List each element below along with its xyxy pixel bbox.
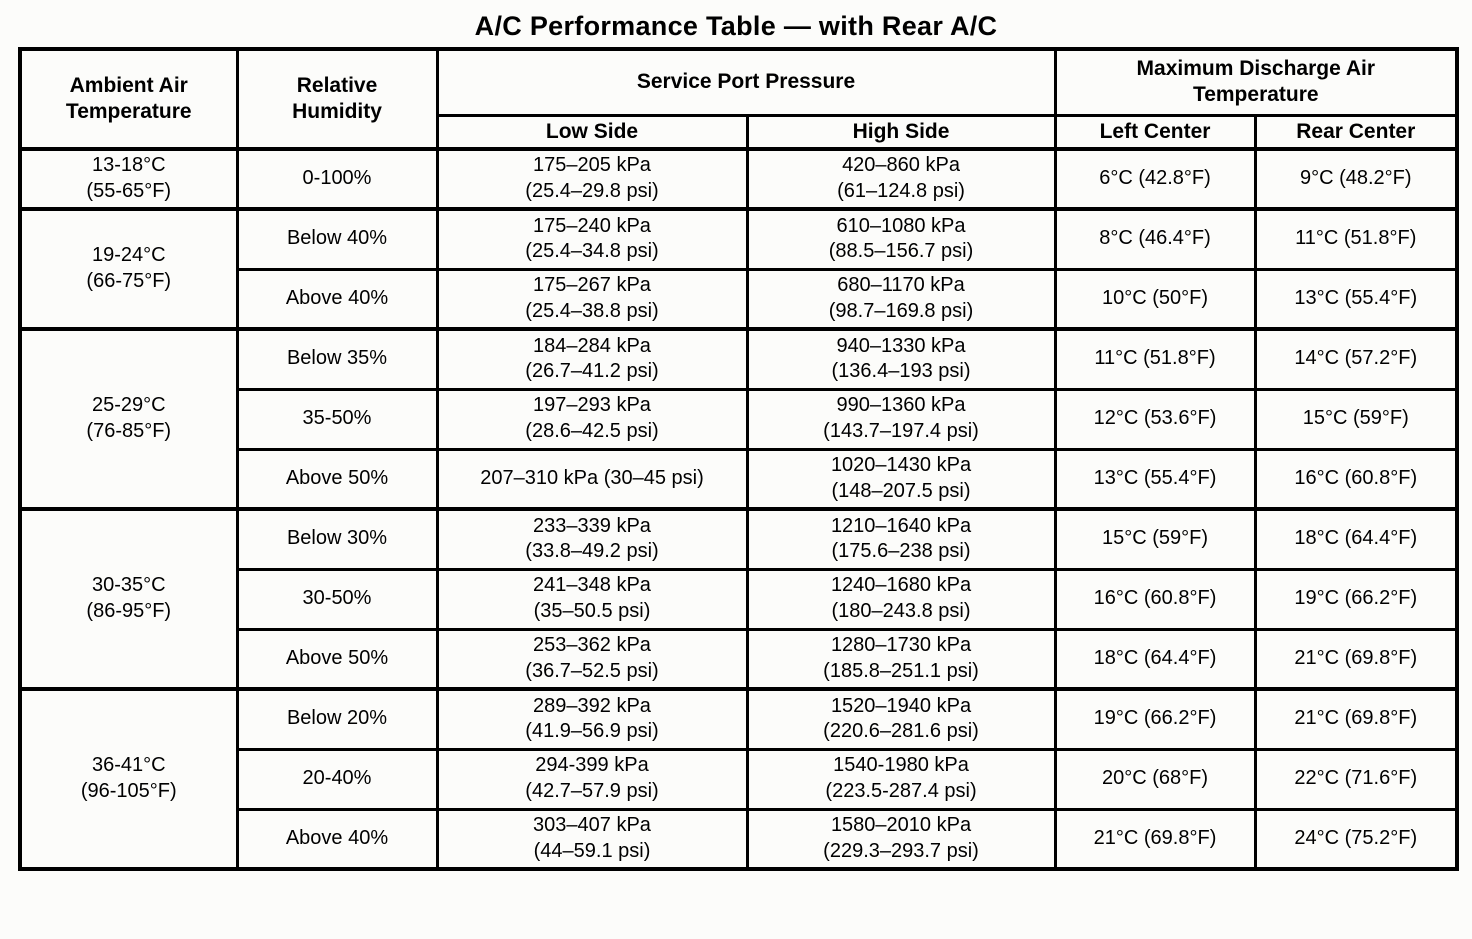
left-center-temperature-cell: 8°C (46.4°F) bbox=[1053, 207, 1257, 271]
humidity-cell: 35-50% bbox=[235, 387, 439, 451]
table-row: Above 40% 175–267 kPa (25.4–38.8 psi) 680–… bbox=[20, 267, 1459, 331]
ambient-temperature-cell: 19-24°C (66-75°F) bbox=[18, 207, 239, 331]
col-header-rear-center: Rear Center bbox=[1253, 113, 1459, 151]
left-center-temperature-cell: 6°C (42.8°F) bbox=[1053, 147, 1257, 211]
left-center-temperature-cell: 15°C (59°F) bbox=[1053, 507, 1257, 571]
high-side-pressure-cell: 990–1360 kPa (143.7–197.4 psi) bbox=[745, 387, 1057, 451]
humidity-cell: Above 50% bbox=[235, 627, 439, 691]
low-side-pressure-cell: 303–407 kPa (44–59.1 psi) bbox=[435, 807, 749, 871]
humidity-cell: 30-50% bbox=[235, 567, 439, 631]
low-side-pressure-cell: 294-399 kPa (42.7–57.9 psi) bbox=[435, 747, 749, 811]
rear-center-temperature-cell: 21°C (69.8°F) bbox=[1253, 627, 1459, 691]
left-center-temperature-cell: 11°C (51.8°F) bbox=[1053, 327, 1257, 391]
humidity-cell: Below 35% bbox=[235, 327, 439, 391]
ambient-temperature-cell: 30-35°C (86-95°F) bbox=[18, 507, 239, 691]
table-row: 35-50% 197–293 kPa (28.6–42.5 psi) 990–136… bbox=[20, 387, 1459, 451]
left-center-temperature-cell: 18°C (64.4°F) bbox=[1053, 627, 1257, 691]
table-row: 25-29°C (76-85°F) Below 35% 184–284 kPa (2… bbox=[18, 327, 1459, 511]
table-row: 20-40% 294-399 kPa (42.7–57.9 psi) 1540-19… bbox=[20, 747, 1459, 811]
table-row: 30-35°C (86-95°F) Below 30% 233–339 kPa (3… bbox=[18, 507, 1459, 691]
table-row: Above 50% 207–310 kPa (30–45 psi) 1020–143… bbox=[20, 447, 1459, 511]
left-center-temperature-cell: 10°C (50°F) bbox=[1053, 267, 1257, 331]
ac-performance-table: Ambient Air Temperature Relative Humidit… bbox=[18, 47, 1460, 871]
low-side-pressure-cell: 175–205 kPa (25.4–29.8 psi) bbox=[435, 147, 749, 211]
rear-center-temperature-cell: 9°C (48.2°F) bbox=[1253, 147, 1459, 211]
table-row: 30-50% 241–348 kPa (35–50.5 psi) 1240–1680… bbox=[20, 567, 1459, 631]
col-header-ambient-air-temperature: Ambient Air Temperature bbox=[18, 47, 239, 151]
document-page: A/C Performance Table — with Rear A/C Am… bbox=[0, 11, 1472, 871]
table-row: 19-24°C (66-75°F) Below 40% 175–240 kPa (2… bbox=[18, 207, 1459, 331]
humidity-cell: Above 50% bbox=[235, 447, 439, 511]
left-center-temperature-cell: 20°C (68°F) bbox=[1053, 747, 1257, 811]
humidity-cell: Below 40% bbox=[235, 207, 439, 271]
high-side-pressure-cell: 680–1170 kPa (98.7–169.8 psi) bbox=[745, 267, 1057, 331]
ambient-temperature-cell: 13-18°C (55-65°F) bbox=[18, 147, 239, 211]
low-side-pressure-cell: 175–240 kPa (25.4–34.8 psi) bbox=[435, 207, 749, 271]
humidity-cell: Above 40% bbox=[235, 807, 439, 871]
humidity-cell: Below 20% bbox=[235, 687, 439, 751]
col-header-high-side: High Side bbox=[745, 113, 1057, 151]
high-side-pressure-cell: 1240–1680 kPa (180–243.8 psi) bbox=[745, 567, 1057, 631]
header-row-top: Ambient Air Temperature Relative Humidit… bbox=[18, 47, 1459, 151]
rear-center-temperature-cell: 13°C (55.4°F) bbox=[1253, 267, 1459, 331]
rear-center-temperature-cell: 18°C (64.4°F) bbox=[1253, 507, 1459, 571]
left-center-temperature-cell: 21°C (69.8°F) bbox=[1053, 807, 1257, 871]
high-side-pressure-cell: 1210–1640 kPa (175.6–238 psi) bbox=[745, 507, 1057, 571]
high-side-pressure-cell: 1580–2010 kPa (229.3–293.7 psi) bbox=[745, 807, 1057, 871]
high-side-pressure-cell: 610–1080 kPa (88.5–156.7 psi) bbox=[745, 207, 1057, 271]
high-side-pressure-cell: 1540-1980 kPa (223.5-287.4 psi) bbox=[745, 747, 1057, 811]
low-side-pressure-cell: 289–392 kPa (41.9–56.9 psi) bbox=[435, 687, 749, 751]
table-header: Ambient Air Temperature Relative Humidit… bbox=[18, 47, 1459, 151]
low-side-pressure-cell: 197–293 kPa (28.6–42.5 psi) bbox=[435, 387, 749, 451]
humidity-cell: Above 40% bbox=[235, 267, 439, 331]
ambient-temperature-cell: 25-29°C (76-85°F) bbox=[18, 327, 239, 511]
left-center-temperature-cell: 16°C (60.8°F) bbox=[1053, 567, 1257, 631]
rear-center-temperature-cell: 11°C (51.8°F) bbox=[1253, 207, 1459, 271]
table-row: 36-41°C (96-105°F) Below 20% 289–392 kPa (… bbox=[18, 687, 1459, 871]
ambient-temperature-cell: 36-41°C (96-105°F) bbox=[18, 687, 239, 871]
low-side-pressure-cell: 184–284 kPa (26.7–41.2 psi) bbox=[435, 327, 749, 391]
page-title: A/C Performance Table — with Rear A/C bbox=[474, 11, 998, 41]
rear-center-temperature-cell: 24°C (75.2°F) bbox=[1253, 807, 1459, 871]
header-row-sub: Low Side High Side Left Center Rear Cent… bbox=[20, 113, 1459, 151]
low-side-pressure-cell: 253–362 kPa (36.7–52.5 psi) bbox=[435, 627, 749, 691]
table-row: Above 50% 253–362 kPa (36.7–52.5 psi) 1280… bbox=[20, 627, 1459, 691]
low-side-pressure-cell: 175–267 kPa (25.4–38.8 psi) bbox=[435, 267, 749, 331]
rear-center-temperature-cell: 15°C (59°F) bbox=[1253, 387, 1459, 451]
left-center-temperature-cell: 13°C (55.4°F) bbox=[1053, 447, 1257, 511]
col-header-low-side: Low Side bbox=[435, 113, 749, 151]
low-side-pressure-cell: 241–348 kPa (35–50.5 psi) bbox=[435, 567, 749, 631]
table-row: 13-18°C (55-65°F) 0-100% 175–205 kPa (25.4… bbox=[18, 147, 1459, 211]
left-center-temperature-cell: 19°C (66.2°F) bbox=[1053, 687, 1257, 751]
low-side-pressure-cell: 207–310 kPa (30–45 psi) bbox=[435, 447, 749, 511]
col-header-relative-humidity: Relative Humidity bbox=[235, 47, 439, 151]
high-side-pressure-cell: 1520–1940 kPa (220.6–281.6 psi) bbox=[745, 687, 1057, 751]
rear-center-temperature-cell: 21°C (69.8°F) bbox=[1253, 687, 1459, 751]
humidity-cell: 0-100% bbox=[235, 147, 439, 211]
rear-center-temperature-cell: 14°C (57.2°F) bbox=[1253, 327, 1459, 391]
rear-center-temperature-cell: 22°C (71.6°F) bbox=[1253, 747, 1459, 811]
table-body: 13-18°C (55-65°F) 0-100% 175–205 kPa (25.4… bbox=[18, 147, 1459, 871]
left-center-temperature-cell: 12°C (53.6°F) bbox=[1053, 387, 1257, 451]
col-header-left-center: Left Center bbox=[1053, 113, 1257, 151]
low-side-pressure-cell: 233–339 kPa (33.8–49.2 psi) bbox=[435, 507, 749, 571]
rear-center-temperature-cell: 16°C (60.8°F) bbox=[1253, 447, 1459, 511]
humidity-cell: 20-40% bbox=[235, 747, 439, 811]
high-side-pressure-cell: 1020–1430 kPa (148–207.5 psi) bbox=[745, 447, 1057, 511]
high-side-pressure-cell: 1280–1730 kPa (185.8–251.1 psi) bbox=[745, 627, 1057, 691]
col-header-maximum-discharge-air-temperature: Maximum Discharge Air Temperature bbox=[1053, 47, 1459, 117]
high-side-pressure-cell: 940–1330 kPa (136.4–193 psi) bbox=[745, 327, 1057, 391]
col-header-service-port-pressure: Service Port Pressure bbox=[435, 47, 1057, 117]
high-side-pressure-cell: 420–860 kPa (61–124.8 psi) bbox=[745, 147, 1057, 211]
rear-center-temperature-cell: 19°C (66.2°F) bbox=[1253, 567, 1459, 631]
humidity-cell: Below 30% bbox=[235, 507, 439, 571]
table-row: Above 40% 303–407 kPa (44–59.1 psi) 1580–2… bbox=[20, 807, 1459, 871]
